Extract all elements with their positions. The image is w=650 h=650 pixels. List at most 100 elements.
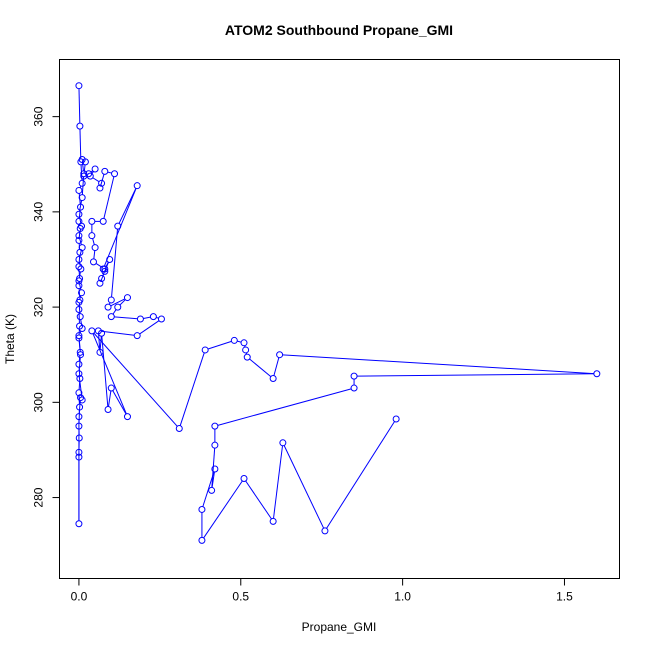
data-point — [75, 370, 83, 378]
line-segment — [217, 388, 352, 426]
line-segment — [249, 358, 272, 377]
data-point — [242, 346, 250, 354]
data-point — [86, 172, 94, 180]
data-point — [75, 305, 83, 313]
line-segment — [118, 188, 137, 224]
data-point — [240, 475, 248, 483]
data-point — [106, 255, 114, 263]
data-point — [78, 325, 86, 333]
y-tick-label: 300 — [32, 392, 46, 412]
data-point — [80, 170, 88, 178]
data-point — [104, 303, 112, 311]
data-point — [96, 279, 104, 287]
data-point — [208, 486, 216, 494]
data-point — [211, 465, 219, 473]
data-point — [101, 167, 109, 175]
y-axis-label: Theta (K) — [3, 314, 17, 364]
line-segment — [78, 357, 81, 371]
data-point — [75, 232, 83, 240]
data-point — [75, 434, 83, 442]
data-point — [78, 222, 86, 230]
line-segment — [79, 283, 82, 290]
chart-title: ATOM2 Southbound Propane_GMI — [225, 22, 453, 38]
data-point — [99, 217, 107, 225]
line-segment — [112, 309, 117, 315]
data-point — [230, 336, 238, 344]
line-segment — [80, 319, 83, 326]
line-segment — [143, 316, 151, 319]
line-segment — [79, 238, 82, 245]
data-point — [75, 422, 83, 430]
data-point — [175, 425, 183, 433]
x-axis-label: Propane_GMI — [302, 620, 377, 634]
y-tick-label: 340 — [32, 202, 46, 222]
line-segment — [78, 355, 81, 362]
data-point — [76, 313, 84, 321]
data-point — [211, 422, 219, 430]
x-tick-label: 0.0 — [71, 590, 88, 604]
line-segment — [119, 299, 126, 306]
line-segment — [100, 273, 105, 281]
y-tick-label: 320 — [32, 297, 46, 317]
data-point — [321, 527, 329, 535]
data-point — [211, 441, 219, 449]
data-point — [98, 275, 106, 283]
data-point — [75, 277, 83, 285]
data-point — [350, 372, 358, 380]
data-point — [75, 520, 83, 528]
data-point — [240, 339, 248, 347]
line-segment — [92, 333, 127, 415]
data-point — [88, 327, 96, 335]
data-point — [133, 332, 141, 340]
data-point — [75, 413, 83, 421]
line-segment — [245, 480, 272, 520]
line-segment — [107, 171, 112, 174]
line-segment — [273, 445, 283, 519]
line-segment — [101, 330, 135, 336]
data-point — [269, 375, 277, 383]
data-point — [75, 332, 83, 340]
data-point — [75, 298, 83, 306]
line-segment — [111, 229, 119, 298]
line-segment — [79, 129, 82, 159]
data-point — [76, 375, 84, 383]
data-point — [593, 370, 601, 378]
x-axis: 0.0 0.5 1.0 1.5 — [71, 578, 573, 604]
line-segment — [114, 316, 138, 320]
line-segment — [283, 445, 325, 529]
data-point — [75, 255, 83, 263]
data-point — [107, 296, 115, 304]
data-point — [392, 415, 400, 423]
data-point — [76, 403, 84, 411]
data-point — [91, 244, 99, 252]
data-point — [269, 517, 277, 525]
line-segment — [282, 354, 594, 375]
data-point — [76, 122, 84, 130]
data-point — [75, 389, 83, 397]
data-point — [89, 258, 97, 266]
data-point — [77, 265, 85, 273]
line-segment — [207, 340, 232, 350]
line-segment — [92, 177, 100, 183]
line-segment — [78, 88, 81, 124]
data-point — [111, 170, 119, 178]
data-point — [98, 329, 106, 337]
data-point — [78, 289, 86, 297]
data-point — [91, 165, 99, 173]
data-point — [276, 351, 284, 359]
data-point — [243, 353, 251, 361]
data-point — [123, 413, 131, 421]
line-segment — [203, 480, 243, 539]
line-segment — [81, 176, 85, 195]
line-segment — [273, 357, 280, 376]
y-tick-label: 360 — [32, 106, 46, 126]
line-segment — [79, 200, 83, 212]
data-point — [136, 315, 144, 323]
line-segment — [93, 250, 96, 259]
series-markers — [75, 82, 601, 544]
line-segment — [100, 174, 105, 186]
x-tick-label: 1.5 — [556, 590, 573, 604]
line-segment — [83, 164, 86, 174]
line-segment — [211, 448, 216, 488]
data-point — [75, 210, 83, 218]
